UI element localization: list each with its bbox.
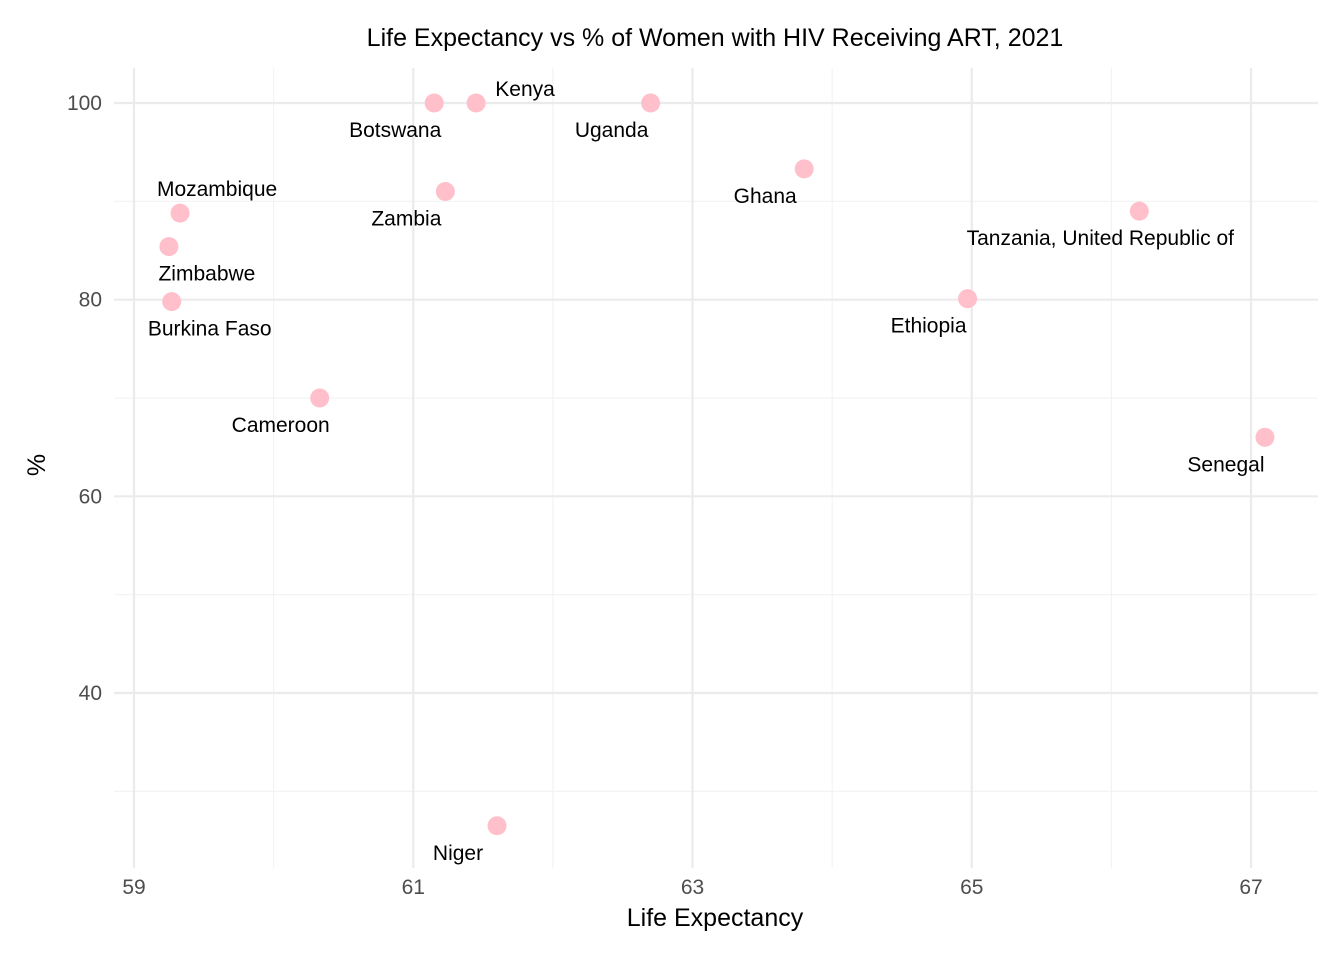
point-label: Uganda (575, 119, 649, 142)
point-label: Kenya (495, 78, 555, 101)
data-point (162, 292, 182, 312)
point-label: Botswana (349, 119, 442, 142)
point-label: Ghana (734, 185, 797, 208)
point-label: Tanzania, United Republic of (967, 227, 1234, 250)
y-axis-ticks: 40 60 80 100 (67, 92, 102, 705)
y-tick-label: 100 (67, 92, 102, 115)
data-point (487, 816, 507, 836)
data-point (310, 388, 330, 408)
point-label: Senegal (1187, 453, 1264, 476)
point-label: Zambia (371, 208, 441, 231)
point-label: Zimbabwe (158, 263, 255, 286)
y-tick-label: 40 (79, 682, 102, 705)
y-axis-title: % (23, 454, 51, 476)
x-axis-ticks: 59 61 63 65 67 (122, 876, 1262, 899)
data-points (159, 93, 1275, 836)
point-label: Burkina Faso (148, 318, 272, 341)
point-labels: Botswana Kenya Uganda Ghana Zambia Mozambique… (148, 78, 1265, 865)
x-tick-label: 63 (681, 876, 704, 899)
data-point (424, 93, 444, 113)
x-tick-label: 59 (122, 876, 145, 899)
data-point (435, 182, 455, 201)
point-label: Mozambique (157, 178, 277, 201)
grid-lines (114, 68, 1318, 868)
y-tick-label: 60 (79, 485, 102, 508)
x-axis-title: Life Expectancy (627, 904, 804, 932)
data-point (466, 93, 486, 113)
chart-title: Life Expectancy vs % of Women with HIV R… (367, 24, 1064, 52)
data-point (170, 203, 190, 223)
data-point (1255, 427, 1275, 447)
x-tick-label: 67 (1239, 876, 1262, 899)
point-label: Niger (433, 842, 483, 865)
data-point (159, 237, 179, 257)
x-tick-label: 61 (402, 876, 425, 899)
data-point (641, 93, 661, 113)
point-label: Cameroon (232, 414, 330, 437)
point-label: Ethiopia (891, 315, 967, 338)
data-point (794, 159, 814, 179)
x-tick-label: 65 (960, 876, 983, 899)
data-point (958, 289, 978, 309)
y-tick-label: 80 (79, 289, 102, 312)
data-point (1129, 201, 1149, 221)
